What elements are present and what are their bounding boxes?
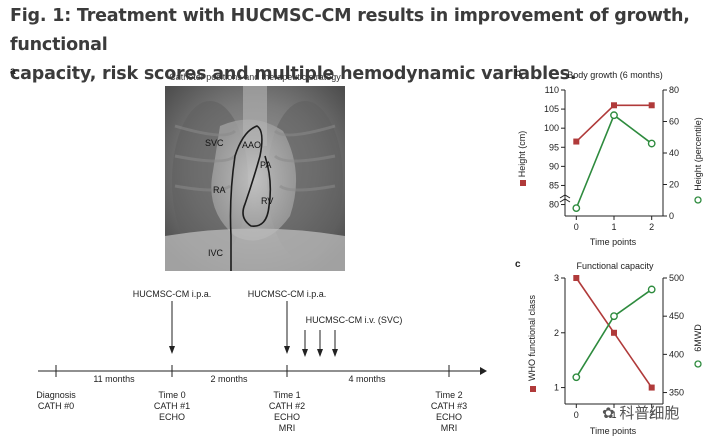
c-series-0-point-1 [611,329,617,336]
panel-a-caption: Catheter positions and therapeutic strat… [169,72,341,82]
chart-c-xlabel: Time points [590,426,637,436]
b-right-tick-label-1: 20 [669,180,679,190]
xray-label-rv: RV [261,196,273,206]
event-time2-line3: ECHO [436,412,462,422]
event-time2-line2: CATH #3 [431,401,467,411]
c-x-tick-label-1: 1 [611,410,616,420]
treatment-arrowhead-2 [284,346,290,354]
b-series-0-line [575,104,652,143]
c-x-tick-label-0: 0 [574,410,579,420]
chart-b-axis-break [559,194,571,203]
xray-image: SVC AAO PA RA RV IVC [165,86,345,271]
b-series-0-point-0 [573,138,580,145]
event-time1-line1: Time 1 [273,390,300,400]
treatment-arrowhead-3c [332,349,338,357]
c-right-tick-label-2: 450 [669,311,684,321]
event-time2-line1: Time 2 [435,390,462,400]
timeline-arrowhead [480,367,487,375]
event-time1-line3: ECHO [274,412,300,422]
treatment-label-2: HUCMSC-CM i.p.a. [248,289,327,299]
figure-title: Fig. 1: Treatment with HUCMSC-CM results… [10,2,720,89]
b-left-tick-label-4: 100 [544,123,559,133]
c-left-tick-label-2: 3 [554,273,559,283]
treatment-label-1: HUCMSC-CM i.p.a. [133,289,212,299]
chart-b-xlabel: Time points [590,237,637,247]
b-right-tick-label-4: 80 [669,85,679,95]
xray-label-ivc: IVC [208,248,224,258]
treatment-arrowhead-1 [169,346,175,354]
b-series-1-point-1 [610,111,618,120]
c-series-0-point-2 [648,384,655,391]
b-right-tick-label-0: 0 [669,211,674,221]
b-x-tick-label-2: 2 [649,222,654,232]
b-left-tick-label-5: 105 [544,104,559,114]
event-time0-line2: CATH #1 [154,401,190,411]
chart-c-ylabel-right: 6MWD [693,324,703,352]
b-series-1-line [575,113,653,209]
event-time0-line3: ECHO [159,412,185,422]
interval-label-2: 2 months [210,374,248,384]
c-series-1-point-0 [572,373,581,382]
treatment-label-3: HUCMSC-CM i.v. (SVC) [306,315,403,325]
b-left-tick-label-0: 80 [549,200,559,210]
c-series-1-point-1 [610,312,618,321]
panel-c-letter: c [515,259,521,270]
interval-label-1: 11 months [93,374,135,384]
watermark-icon: ✿ [602,404,615,422]
chart-b-left-legend-marker [520,180,526,186]
event-time1-line4: MRI [279,423,296,433]
xray-label-svc: SVC [205,138,224,148]
b-left-tick-label-6: 110 [545,85,559,95]
b-series-0-point-1 [611,102,617,109]
xray-label-ra: RA [213,185,226,195]
interval-label-3: 4 months [348,374,386,384]
b-x-tick-label-0: 0 [574,222,579,232]
chart-b-ylabel-right: Height (percentile) [693,117,703,191]
c-left-tick-label-0: 1 [554,383,559,393]
b-left-tick-label-3: 95 [549,142,559,152]
b-left-tick-label-2: 90 [549,161,559,171]
event-diagnosis-line2: CATH #0 [38,401,74,411]
b-series-1-point-0 [572,204,581,213]
event-time2-line4: MRI [441,423,458,433]
chart-b-title: Body growth (6 months) [567,70,663,80]
c-right-tick-label-1: 400 [669,349,684,359]
b-right-tick-label-2: 40 [669,148,679,158]
panel-a-letter: a [10,66,16,77]
xray-label-pa: PA [260,160,271,170]
xray-label-aao: AAO [242,140,261,150]
b-series-0-point-2 [648,102,655,109]
c-x-tick-label-2: 2 [649,410,654,420]
event-time0-line1: Time 0 [158,390,185,400]
event-diagnosis-line1: Diagnosis [36,390,76,400]
chart-b-right-legend-marker [694,196,702,204]
chart-c-left-legend-marker [530,386,536,392]
chart-c-title: Functional capacity [576,261,654,271]
treatment-arrowhead-3a [302,349,308,357]
watermark: ✿ 科普细胞 [602,402,679,423]
b-right-tick-label-3: 60 [669,117,679,127]
c-series-1-point-2 [647,285,656,294]
chart-c-ylabel-left: WHO functional class [527,294,537,381]
timeline: HUCMSC-CM i.p.a. HUCMSC-CM i.p.a. HUCMSC… [36,289,487,433]
c-left-tick-label-1: 2 [554,328,559,338]
b-series-1-point-2 [647,139,656,148]
c-series-0-point-0 [573,275,580,281]
b-x-tick-label-1: 1 [611,222,616,232]
figure-title-line-2: capacity, risk scores and multiple hemod… [10,64,577,84]
chart-functional-capacity: Functional capacity 1 2 3 350 400 450 500 0 1 2… [527,261,703,436]
c-right-tick-label-3: 500 [669,273,684,283]
event-time1-line2: CATH #2 [269,401,305,411]
figure-title-line-1: Fig. 1: Treatment with HUCMSC-CM results… [10,6,690,55]
treatment-arrowhead-3b [317,349,323,357]
chart-c-right-legend-marker [694,360,702,368]
chart-body-growth: Body growth (6 months) 80859095100105110… [517,70,703,247]
b-left-tick-label-1: 85 [549,180,559,190]
panel-b-letter: b [515,68,522,79]
watermark-text: 科普细胞 [619,404,680,422]
c-right-tick-label-0: 350 [669,388,684,398]
chart-b-ylabel-left: Height (cm) [517,131,527,178]
